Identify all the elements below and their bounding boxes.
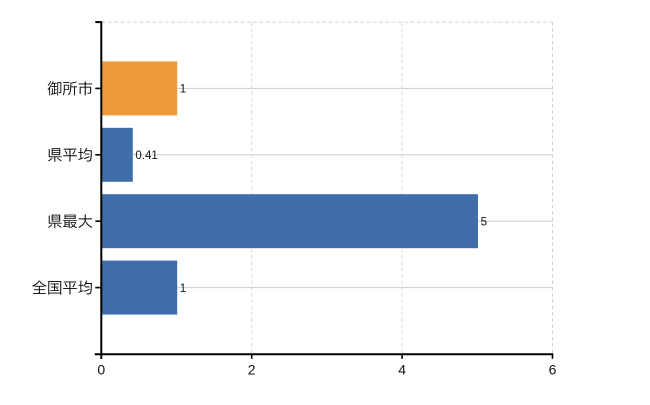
svg-text:2: 2 bbox=[248, 362, 256, 378]
svg-text:4: 4 bbox=[398, 362, 406, 378]
svg-text:1: 1 bbox=[180, 283, 186, 295]
svg-text:0.41: 0.41 bbox=[135, 150, 157, 162]
svg-text:0: 0 bbox=[97, 362, 105, 378]
svg-text:5: 5 bbox=[481, 216, 487, 228]
svg-text:6: 6 bbox=[549, 362, 557, 378]
svg-text:1: 1 bbox=[180, 84, 186, 96]
